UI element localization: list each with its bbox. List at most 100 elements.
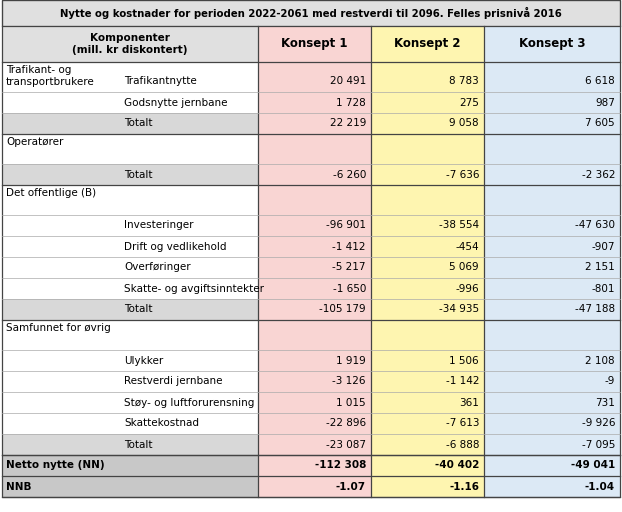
Text: Det offentlige (B): Det offentlige (B) (6, 188, 96, 198)
Bar (258, 278, 371, 299)
Text: Ulykker: Ulykker (124, 355, 163, 366)
Bar (2, 392, 258, 413)
Bar (371, 476, 484, 497)
Text: -7 095: -7 095 (582, 439, 615, 450)
Bar (484, 434, 620, 455)
Bar (258, 257, 371, 278)
Text: Totalt: Totalt (124, 305, 152, 314)
Text: -96 901: -96 901 (326, 221, 366, 230)
Text: 1 506: 1 506 (449, 355, 479, 366)
Bar (2, 92, 258, 113)
Bar (258, 371, 371, 392)
Bar (484, 320, 620, 350)
Bar (258, 164, 371, 185)
Text: -34 935: -34 935 (439, 305, 479, 314)
Text: 5 069: 5 069 (449, 263, 479, 272)
Bar (371, 236, 484, 257)
Bar (2, 236, 258, 257)
Text: -1 412: -1 412 (333, 242, 366, 251)
Text: -1 142: -1 142 (445, 376, 479, 387)
Bar (484, 92, 620, 113)
Bar (484, 413, 620, 434)
Text: Konsept 1: Konsept 1 (281, 37, 348, 51)
Bar (484, 134, 620, 164)
Bar (2, 164, 258, 185)
Bar (371, 26, 484, 62)
Text: Samfunnet for øvrig: Samfunnet for øvrig (6, 323, 111, 333)
Bar (258, 392, 371, 413)
Bar (484, 185, 620, 215)
Bar (2, 113, 258, 134)
Text: Netto nytte (NN): Netto nytte (NN) (6, 460, 104, 471)
Text: Skattekostnad: Skattekostnad (124, 418, 199, 429)
Bar (2, 26, 258, 62)
Text: Komponenter
(mill. kr diskontert): Komponenter (mill. kr diskontert) (72, 33, 188, 55)
Text: 275: 275 (459, 97, 479, 108)
Bar (258, 26, 371, 62)
Bar (371, 185, 484, 215)
Text: Totalt: Totalt (124, 169, 152, 180)
Bar (2, 62, 258, 92)
Text: Operatører: Operatører (6, 137, 63, 147)
Text: -105 179: -105 179 (319, 305, 366, 314)
Bar (484, 113, 620, 134)
Bar (371, 113, 484, 134)
Bar (371, 392, 484, 413)
Text: -49 041: -49 041 (571, 460, 615, 471)
Text: 987: 987 (595, 97, 615, 108)
Text: Konsept 2: Konsept 2 (394, 37, 461, 51)
Text: -112 308: -112 308 (315, 460, 366, 471)
Bar (484, 215, 620, 236)
Bar (2, 134, 258, 164)
Bar (2, 278, 258, 299)
Text: -2 362: -2 362 (582, 169, 615, 180)
Text: Støy- og luftforurensning: Støy- og luftforurensning (124, 397, 254, 408)
Bar (258, 215, 371, 236)
Text: -1 650: -1 650 (333, 284, 366, 293)
Bar (371, 278, 484, 299)
Text: 20 491: 20 491 (330, 76, 366, 87)
Bar (371, 413, 484, 434)
Bar (2, 350, 258, 371)
Text: 8 783: 8 783 (449, 76, 479, 87)
Text: 2 151: 2 151 (585, 263, 615, 272)
Bar (258, 434, 371, 455)
Bar (258, 62, 371, 92)
Text: -1.04: -1.04 (585, 481, 615, 492)
Bar (371, 320, 484, 350)
Bar (484, 62, 620, 92)
Text: Nytte og kostnader for perioden 2022-2061 med restverdi til 2096. Felles prisniv: Nytte og kostnader for perioden 2022-206… (60, 7, 562, 19)
Bar (258, 413, 371, 434)
Bar (2, 371, 258, 392)
Text: NNB: NNB (6, 481, 32, 492)
Bar (2, 215, 258, 236)
Bar (484, 476, 620, 497)
Bar (484, 164, 620, 185)
Bar (258, 185, 371, 215)
Text: 1 919: 1 919 (337, 355, 366, 366)
Text: -47 630: -47 630 (575, 221, 615, 230)
Bar (484, 299, 620, 320)
Bar (2, 320, 258, 350)
Bar (484, 392, 620, 413)
Bar (484, 26, 620, 62)
Bar (258, 92, 371, 113)
Bar (2, 0, 620, 26)
Text: -40 402: -40 402 (435, 460, 479, 471)
Bar (2, 185, 258, 215)
Text: Restverdi jernbane: Restverdi jernbane (124, 376, 223, 387)
Text: -454: -454 (455, 242, 479, 251)
Bar (2, 434, 258, 455)
Text: -7 636: -7 636 (445, 169, 479, 180)
Text: 1 728: 1 728 (337, 97, 366, 108)
Text: -9 926: -9 926 (582, 418, 615, 429)
Text: Overføringer: Overføringer (124, 263, 190, 272)
Text: -23 087: -23 087 (326, 439, 366, 450)
Bar (371, 350, 484, 371)
Text: -47 188: -47 188 (575, 305, 615, 314)
Text: 22 219: 22 219 (330, 118, 366, 129)
Text: 1 015: 1 015 (337, 397, 366, 408)
Text: 2 108: 2 108 (585, 355, 615, 366)
Bar (371, 62, 484, 92)
Bar (371, 164, 484, 185)
